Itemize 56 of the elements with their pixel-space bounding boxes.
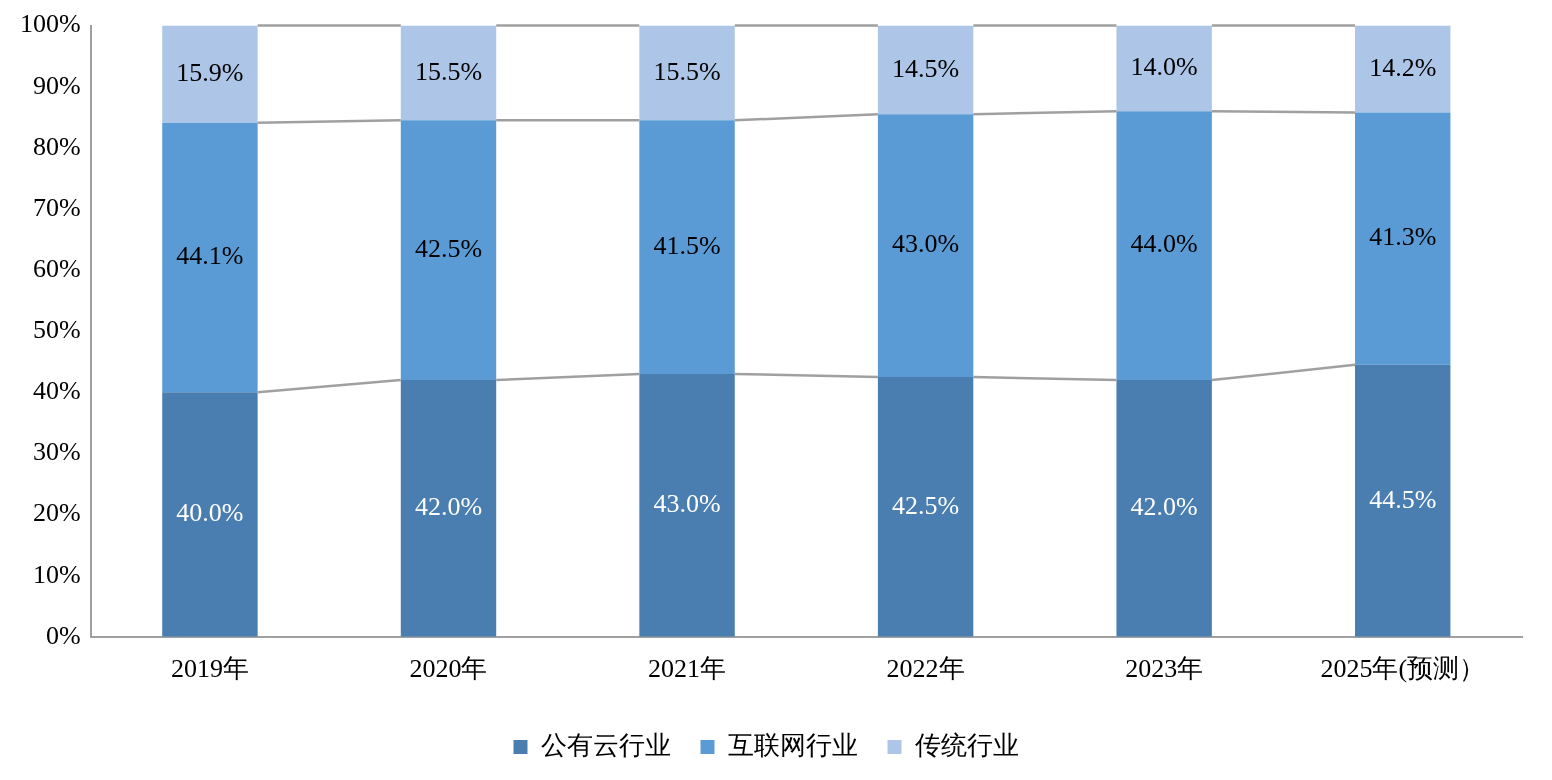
- y-tick-label: 10%: [32, 559, 81, 589]
- data-label: 44.5%: [1369, 484, 1437, 514]
- data-label: 42.0%: [1130, 492, 1198, 522]
- bar: [639, 373, 735, 637]
- bar: [1355, 25, 1451, 113]
- y-tick-label: 0%: [45, 620, 81, 650]
- legend-label: 互联网行业: [727, 730, 858, 760]
- x-tick-label: 2021年: [648, 654, 727, 684]
- x-tick-label: 2022年: [886, 654, 965, 684]
- bar: [877, 114, 974, 378]
- data-label: 42.5%: [892, 490, 960, 520]
- bar: [639, 120, 735, 374]
- y-tick-label: 30%: [32, 437, 81, 467]
- data-label: 40.0%: [176, 498, 244, 528]
- data-label: 14.0%: [1130, 52, 1198, 82]
- data-label: 14.5%: [892, 53, 960, 83]
- legend-label: 公有云行业: [540, 730, 671, 760]
- data-label: 41.5%: [653, 230, 721, 260]
- data-label: 43.0%: [653, 489, 721, 519]
- bar: [1355, 364, 1451, 637]
- y-tick-label: 90%: [32, 70, 81, 100]
- bar: [162, 122, 258, 393]
- bar: [877, 25, 974, 115]
- data-label: 42.5%: [414, 234, 483, 264]
- bar: [400, 120, 497, 381]
- y-tick-label: 80%: [32, 131, 81, 161]
- y-tick-label: 60%: [32, 253, 81, 283]
- bar: [639, 25, 735, 121]
- x-tick-label: 2019年: [170, 654, 249, 684]
- data-label: 15.5%: [414, 56, 483, 86]
- bar: [162, 25, 258, 123]
- data-label: 41.3%: [1369, 222, 1437, 252]
- data-label: 44.0%: [1130, 229, 1198, 259]
- bar: [1116, 380, 1212, 637]
- y-tick-label: 20%: [32, 498, 81, 528]
- data-label: 15.9%: [176, 58, 244, 88]
- x-tick-label: 2020年: [409, 654, 488, 684]
- x-tick-label: 2023年: [1125, 654, 1204, 684]
- legend-label: 传统行业: [914, 730, 1019, 760]
- bar: [1355, 112, 1451, 365]
- y-tick-label: 40%: [32, 376, 81, 406]
- data-label: 15.5%: [653, 56, 721, 86]
- y-tick-label: 70%: [32, 192, 81, 222]
- x-tick-label: 2025年(预测）: [1320, 654, 1486, 684]
- y-tick-label: 100%: [19, 9, 81, 39]
- y-tick-label: 50%: [32, 315, 81, 345]
- bar: [400, 380, 497, 637]
- bar: [877, 377, 974, 637]
- bar: [1116, 25, 1212, 112]
- bar: [400, 25, 497, 121]
- bar: [1116, 111, 1212, 381]
- data-label: 14.2%: [1369, 52, 1437, 82]
- data-label: 43.0%: [892, 229, 960, 259]
- data-label: 44.1%: [176, 241, 244, 271]
- bar: [162, 392, 258, 637]
- data-label: 42.0%: [414, 492, 483, 522]
